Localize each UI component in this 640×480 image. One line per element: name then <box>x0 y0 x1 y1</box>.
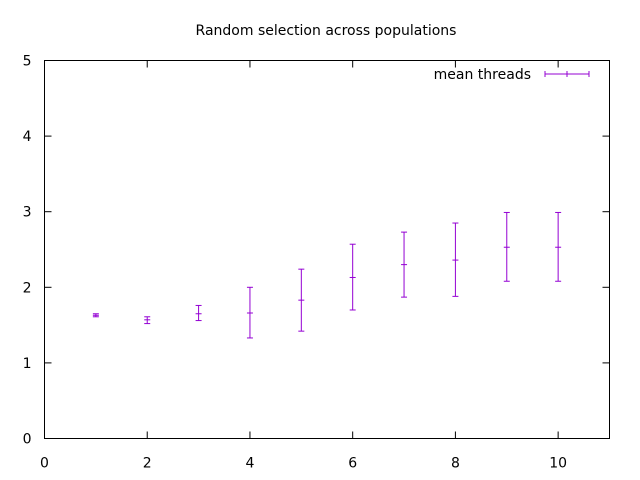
x-tick-label: 10 <box>549 456 567 472</box>
error-bar-point <box>92 313 99 318</box>
y-tick-label: 5 <box>23 54 32 70</box>
legend-label: mean threads <box>434 67 531 83</box>
error-bar-point <box>452 222 459 297</box>
x-tick-label: 8 <box>451 456 460 472</box>
legend: mean threads <box>434 67 590 83</box>
x-tick-label: 0 <box>40 456 49 472</box>
error-bar-point <box>555 211 562 282</box>
y-tick-label: 3 <box>23 205 32 221</box>
error-bar-point <box>246 286 253 339</box>
y-tick-label: 2 <box>23 280 32 296</box>
axis-ticks <box>44 60 610 439</box>
chart-title: Random selection across populations <box>196 23 457 39</box>
plot-frame <box>44 60 610 439</box>
series-mean-threads <box>92 211 562 339</box>
axis-tick-labels: 0 2 4 6 8 10 0 1 2 3 4 5 <box>23 54 567 472</box>
x-tick-label: 2 <box>143 456 152 472</box>
error-bar-point <box>298 268 305 332</box>
y-tick-label: 4 <box>23 129 32 145</box>
x-tick-label: 4 <box>245 456 254 472</box>
error-bar-point <box>144 316 151 325</box>
error-bar-point <box>349 243 356 311</box>
error-bar-point <box>195 304 202 322</box>
y-tick-label: 0 <box>23 432 32 448</box>
y-tick-label: 1 <box>23 356 32 372</box>
error-bar-point <box>401 231 408 298</box>
error-bar-point <box>503 211 510 282</box>
x-tick-label: 6 <box>348 456 357 472</box>
